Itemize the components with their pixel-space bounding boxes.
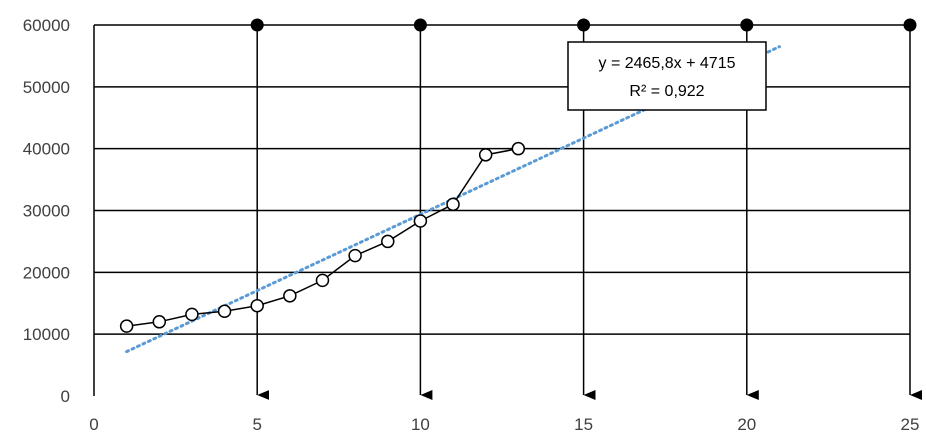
data-point: [283, 289, 297, 303]
arrow-top-dot: [577, 18, 591, 32]
arrow-top-dot: [250, 18, 264, 32]
x-tick-label: 0: [89, 415, 98, 434]
x-tick-label: 15: [574, 415, 593, 434]
arrow-top-dot: [413, 18, 427, 32]
data-point: [152, 315, 167, 329]
data-point: [250, 298, 264, 313]
x-tick-label: 25: [901, 415, 920, 434]
x-tick-label: 20: [737, 415, 756, 434]
y-tick-label: 50000: [23, 78, 70, 97]
series-line: [126, 147, 519, 327]
data-point: [413, 214, 428, 228]
y-tick-label: 30000: [23, 202, 70, 221]
data-point: [119, 319, 134, 333]
arrow-top-dot: [740, 18, 754, 32]
trendline-r-squared: R² = 0,922: [629, 83, 704, 100]
arrow-top-dot: [903, 18, 917, 32]
data-point: [478, 148, 493, 162]
y-tick-label: 40000: [23, 140, 70, 159]
data-point: [446, 197, 460, 212]
y-tick-label: 0: [61, 387, 70, 406]
x-tick-label: 5: [252, 415, 261, 434]
trendline-equation: y = 2465,8x + 4715: [599, 55, 736, 72]
data-point: [381, 234, 395, 249]
trendline-equation-box: y = 2465,8x + 4715 R² = 0,922: [567, 41, 767, 111]
data-point: [348, 248, 362, 263]
data-point: [315, 273, 330, 288]
data-point: [511, 141, 526, 156]
data-point: [185, 307, 199, 322]
y-tick-label: 20000: [23, 263, 70, 282]
y-tick-label: 60000: [23, 16, 70, 35]
data-point: [217, 304, 232, 319]
y-tick-label: 10000: [23, 325, 70, 344]
x-tick-label: 10: [411, 415, 430, 434]
